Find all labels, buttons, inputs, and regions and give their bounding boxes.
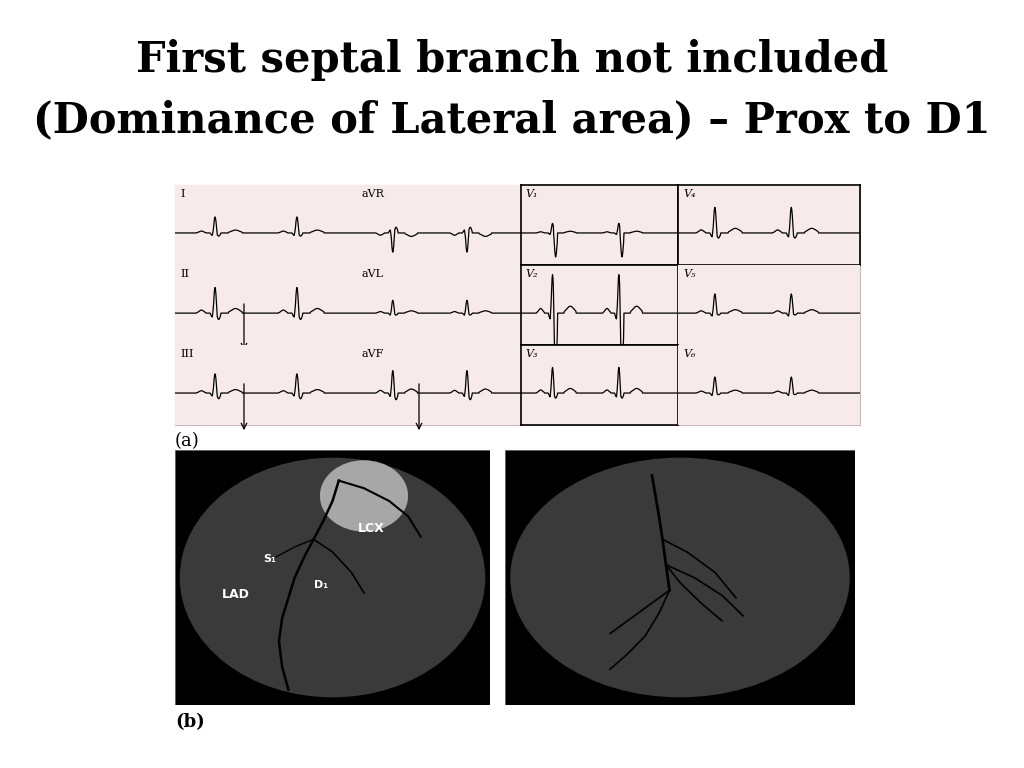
Text: aVL: aVL <box>361 269 383 279</box>
Text: LCX: LCX <box>357 521 384 535</box>
Bar <box>175 185 860 425</box>
Text: (b): (b) <box>175 713 205 731</box>
Text: V₄: V₄ <box>684 189 696 199</box>
Text: (Dominance of Lateral area) – Prox to D1: (Dominance of Lateral area) – Prox to D1 <box>33 99 991 141</box>
Ellipse shape <box>510 458 850 697</box>
Text: LAD: LAD <box>222 588 250 601</box>
Ellipse shape <box>180 458 485 697</box>
Text: V₃: V₃ <box>525 349 539 359</box>
Text: V₁: V₁ <box>525 189 539 199</box>
Text: V₅: V₅ <box>684 269 696 279</box>
Text: III: III <box>180 349 194 359</box>
Text: D₁: D₁ <box>313 580 328 590</box>
Text: II: II <box>180 269 189 279</box>
Text: (a): (a) <box>175 432 200 450</box>
Text: aVF: aVF <box>361 349 384 359</box>
Text: First septal branch not included: First septal branch not included <box>136 39 888 81</box>
Text: V₂: V₂ <box>525 269 539 279</box>
Text: S₁: S₁ <box>263 554 276 564</box>
Ellipse shape <box>319 460 409 531</box>
Text: V₆: V₆ <box>684 349 696 359</box>
Text: aVR: aVR <box>361 189 384 199</box>
Text: I: I <box>180 189 185 199</box>
